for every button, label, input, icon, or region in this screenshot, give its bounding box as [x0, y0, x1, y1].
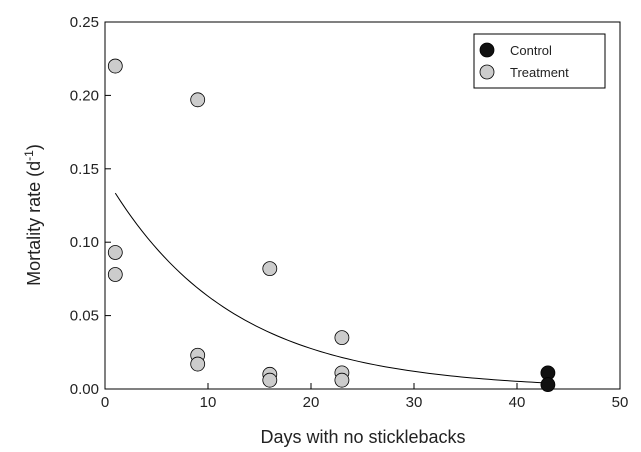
fit-curve — [114, 192, 548, 384]
x-tick-label: 50 — [612, 394, 629, 411]
point-treatment — [262, 372, 278, 388]
y-tick-label: 0.00 — [70, 381, 99, 398]
y-axis-title-main: Mortality rate (d — [24, 161, 44, 286]
x-tick-label: 0 — [101, 394, 109, 411]
legend-marker-treatment — [479, 64, 495, 80]
point-treatment — [107, 267, 123, 282]
plot-frame — [104, 21, 621, 390]
y-axis-title-superscript: -1 — [22, 150, 36, 161]
legend: Control Treatment — [473, 33, 606, 89]
x-axis-title: Days with no sticklebacks — [260, 427, 465, 447]
point-treatment — [334, 372, 350, 388]
x-tick-label: 10 — [200, 394, 217, 411]
data-points — [107, 58, 556, 392]
x-tick-label: 20 — [303, 394, 320, 411]
x-tick-label: 30 — [406, 394, 423, 411]
point-control — [540, 377, 556, 392]
x-tick-label: 40 — [509, 394, 526, 411]
legend-marker-control — [479, 42, 495, 58]
y-axis-title: Mortality rate (d-1) — [22, 144, 44, 286]
fit-curve-group — [114, 192, 548, 384]
point-treatment — [107, 58, 123, 74]
y-tick-label: 0.05 — [70, 308, 99, 325]
y-tick-label: 0.15 — [70, 161, 99, 178]
point-treatment — [334, 330, 350, 346]
legend-box — [473, 33, 606, 89]
y-tick-label: 0.10 — [70, 234, 99, 251]
legend-label-control: Control — [510, 43, 552, 58]
y-tick-label: 0.25 — [70, 14, 99, 31]
point-treatment — [107, 245, 123, 260]
point-treatment — [190, 92, 206, 108]
y-tick-label: 0.20 — [70, 87, 99, 104]
y-axis-ticks: 0.00 0.05 0.10 0.15 0.20 0.25 — [70, 14, 111, 398]
plot-border — [104, 21, 621, 390]
point-treatment — [190, 356, 206, 372]
point-treatment — [262, 261, 278, 277]
legend-label-treatment: Treatment — [510, 65, 569, 80]
y-axis-title-suffix: ) — [24, 144, 44, 150]
x-axis-ticks: 0 10 20 30 40 50 — [101, 383, 629, 411]
